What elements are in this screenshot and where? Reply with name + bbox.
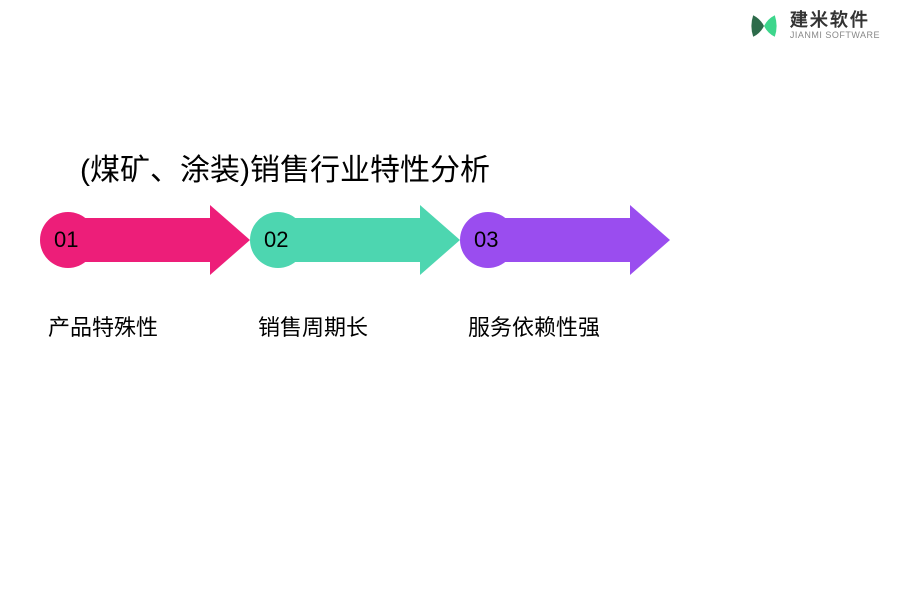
logo-text: 建米软件 JIANMI SOFTWARE [790,11,880,41]
arrow-label-1: 产品特殊性 [40,310,250,342]
logo: 建米软件 JIANMI SOFTWARE [746,8,880,44]
arrow-row: 01 02 03 [40,200,670,280]
arrow-step-3: 03 [460,200,670,280]
logo-icon [746,8,782,44]
logo-en: JIANMI SOFTWARE [790,31,880,41]
logo-cn: 建米软件 [790,11,880,31]
page-title: (煤矿、涂装)销售行业特性分析 [80,145,490,189]
arrow-num-3: 03 [474,227,498,253]
arrow-label-3: 服务依赖性强 [460,310,670,342]
arrow-num-2: 02 [264,227,288,253]
arrow-label-2: 销售周期长 [250,310,460,342]
arrow-step-2: 02 [250,200,460,280]
arrow-num-1: 01 [54,227,78,253]
arrow-step-1: 01 [40,200,250,280]
label-row: 产品特殊性 销售周期长 服务依赖性强 [40,310,670,342]
